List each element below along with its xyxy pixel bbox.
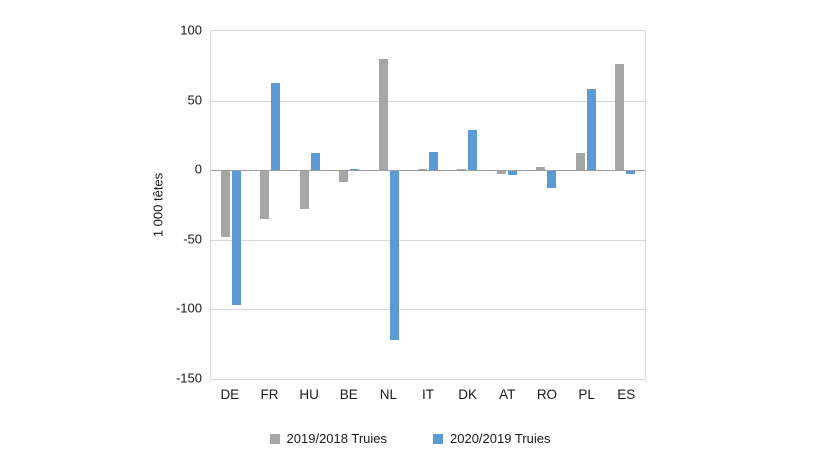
x-tick-label: DK [458,387,478,402]
bar-at-gray [496,171,506,174]
bar-ro-blue [547,171,557,188]
zero-line [211,170,645,172]
bar-group-it [408,31,447,379]
y-tick-label: 100 [180,22,202,38]
y-tick-label: 0 [194,161,202,177]
x-tick-label: IT [422,387,435,402]
x-tick-label: AT [499,387,516,402]
x-tick-label: BE [339,387,358,402]
bar-group-nl [369,31,408,379]
bar-de-blue [231,171,241,305]
bar-be-blue [350,169,360,171]
bar-pl-gray [575,153,585,171]
bar-dk-gray [457,168,467,171]
y-tick-label: -50 [183,231,202,247]
bar-group-dk [448,31,487,379]
y-tick-label: 50 [187,92,202,108]
bar-group-pl [566,31,605,379]
bar-it-blue [428,152,438,171]
x-axis-ticks: DE FR HU BE NL IT DK AT RO PL ES [210,387,646,402]
bar-pl-blue [586,89,596,171]
bar-hu-blue [310,153,320,171]
bar-ro-gray [536,167,546,171]
bar-nl-blue [389,171,399,340]
bar-nl-gray [378,58,388,171]
bar-group-ro [527,31,566,379]
bar-group-hu [290,31,329,379]
y-tick-label: -150 [175,370,202,386]
y-tick-label: -100 [175,300,202,316]
gridline [211,100,645,102]
legend-item-2019-2018: 2019/2018 Truies [269,431,387,446]
bar-be-gray [339,171,349,183]
gridline [211,309,645,311]
bar-group-be [329,31,368,379]
legend-swatch-gray [269,433,280,444]
x-tick-label: ES [617,387,636,402]
bar-group-de [211,31,250,379]
bar-it-gray [417,168,427,171]
x-tick-label: NL [379,387,398,402]
plot-area [210,30,646,380]
y-axis-ticks: 100 50 0 -50 -100 -150 [148,23,202,386]
x-tick-label: PL [578,387,595,402]
bar-fr-blue [271,82,281,171]
x-tick-label: DE [220,387,240,402]
bar-group-fr [250,31,289,379]
bar-es-gray [615,64,625,171]
legend-swatch-blue [433,433,443,444]
legend-label-2019-2018: 2019/2018 Truies [286,431,387,446]
bar-fr-gray [260,171,270,219]
bar-hu-gray [299,171,309,209]
x-tick-label: HU [299,387,319,402]
legend: 2019/2018 Truies 2020/2019 Truies [0,431,820,446]
bar-group-es [606,31,645,379]
bar-at-blue [507,171,517,176]
bar-dk-blue [468,129,478,171]
x-tick-label: FR [260,387,279,402]
gridline [211,239,645,241]
bar-group-at [487,31,526,379]
legend-label-2020-2019: 2020/2019 Truies [450,431,551,446]
legend-item-2020-2019: 2020/2019 Truies [433,431,550,446]
x-tick-label: RO [536,387,558,402]
bar-es-blue [626,171,636,174]
bar-de-gray [220,171,230,237]
